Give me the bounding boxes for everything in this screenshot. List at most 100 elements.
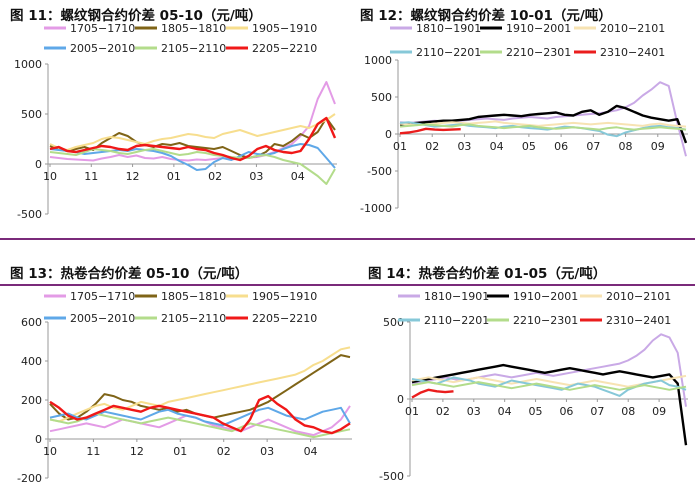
x-tick-label: 03 — [260, 445, 274, 458]
series-line-5 — [399, 127, 461, 135]
chart-rebar-10-01: -1000 -500 0 500 1000 01 02 03 04 05 06 07 08 09 1810−… — [360, 22, 688, 215]
series-line-0 — [49, 81, 336, 162]
legend-label-0: 1810−1901 — [416, 22, 481, 35]
series-line-1 — [411, 363, 688, 446]
x-tick-label: 07 — [590, 405, 604, 418]
x-tick-label: 08 — [619, 140, 633, 153]
x-tick-label: 02 — [436, 405, 450, 418]
x-tick-label: 01 — [173, 445, 187, 458]
x-tick-label: 05 — [522, 140, 536, 153]
y-tick-label: 200 — [21, 394, 42, 407]
legend-label-3: 2110−2201 — [424, 314, 489, 327]
legend-label-1: 1910−2001 — [513, 290, 578, 303]
y-tick-label: -200 — [17, 472, 42, 485]
series-line-3 — [49, 143, 336, 171]
legend-label-4: 2105−2110 — [161, 42, 226, 55]
x-tick-label: 10 — [43, 445, 57, 458]
legend-label-3: 2110−2201 — [416, 46, 481, 59]
x-tick-label: 11 — [86, 445, 100, 458]
x-tick-label: 04 — [490, 140, 504, 153]
x-tick-label: 11 — [84, 170, 98, 183]
series-line-3 — [49, 406, 351, 427]
y-tick-label: 0 — [35, 433, 42, 446]
series-line-1 — [49, 354, 351, 421]
x-tick-label: 03 — [457, 140, 471, 153]
legend-label-2: 1905−1910 — [252, 290, 317, 303]
x-tick-label: 04 — [304, 445, 318, 458]
x-tick-label: 01 — [405, 405, 419, 418]
series-line-4 — [49, 412, 351, 439]
x-tick-label: 07 — [586, 140, 600, 153]
legend-label-2: 2010−2101 — [600, 22, 665, 35]
chart-title-14: 图 14：热卷合约价差 01-05（元/吨） — [368, 266, 607, 282]
series-line-0 — [399, 81, 687, 157]
x-tick-label: 12 — [130, 445, 144, 458]
y-tick-label: 500 — [21, 108, 42, 121]
x-tick-label: 02 — [208, 170, 222, 183]
chart-title-13: 图 13：热卷合约价差 05-10（元/吨） — [10, 266, 249, 282]
legend-label-0: 1705−1710 — [70, 22, 135, 35]
chart-title-11: 图 11：螺纹钢合约价差 05-10（元/吨） — [10, 8, 262, 24]
x-tick-label: 01 — [393, 140, 407, 153]
x-tick-label: 09 — [652, 405, 666, 418]
legend-label-5: 2310−2401 — [606, 314, 671, 327]
x-tick-label: 10 — [43, 170, 57, 183]
legend-label-1: 1805−1810 — [161, 290, 226, 303]
legend-label-5: 2205−2210 — [252, 42, 317, 55]
y-tick-label: 600 — [21, 316, 42, 329]
x-tick-label: 04 — [498, 405, 512, 418]
y-tick-label: 400 — [21, 355, 42, 368]
section-divider-middle — [0, 284, 695, 286]
series-line-2 — [49, 113, 336, 151]
series-line-2 — [399, 120, 687, 128]
x-tick-label: 03 — [467, 405, 481, 418]
y-tick-label: 1000 — [364, 54, 392, 67]
x-tick-label: 04 — [291, 170, 305, 183]
x-tick-label: 12 — [126, 170, 140, 183]
legend-label-0: 1705−1710 — [70, 290, 135, 303]
chart-title-12: 图 12：螺纹钢合约价差 10-01（元/吨） — [360, 8, 612, 24]
section-divider-top — [0, 238, 695, 240]
series-line-5 — [49, 394, 351, 435]
y-tick-label: 500 — [383, 316, 404, 329]
x-tick-label: 01 — [167, 170, 181, 183]
chart-hrc-05-10: -200 0 200 400 600 10 11 12 01 02 03 04 1705−1710 180… — [17, 290, 352, 485]
y-tick-label: -500 — [17, 208, 42, 221]
series-line-2 — [49, 346, 351, 423]
legend-label-1: 1910−2001 — [506, 22, 571, 35]
series-line-0 — [411, 333, 687, 407]
x-tick-label: 09 — [651, 140, 665, 153]
y-tick-label: 0 — [397, 393, 404, 406]
legend-label-2: 2010−2101 — [606, 290, 671, 303]
y-tick-label: 0 — [35, 158, 42, 171]
legend-label-3: 2005−2010 — [70, 312, 135, 325]
chart-hrc-01-05: -500 0 500 01 02 03 04 05 06 07 08 09 1810−1901 1910−… — [379, 290, 688, 483]
legend-label-1: 1805−1810 — [161, 22, 226, 35]
legend-label-2: 1905−1910 — [252, 22, 317, 35]
x-tick-label: 02 — [425, 140, 439, 153]
y-tick-label: -500 — [367, 165, 392, 178]
series-line-5 — [411, 388, 454, 399]
series-line-5 — [49, 116, 337, 162]
legend-label-4: 2105−2110 — [161, 312, 226, 325]
legend-label-3: 2005−2010 — [70, 42, 135, 55]
x-tick-label: 06 — [559, 405, 573, 418]
y-tick-label: -500 — [379, 470, 404, 483]
x-tick-label: 05 — [529, 405, 543, 418]
x-tick-label: 08 — [621, 405, 635, 418]
legend-label-5: 2205−2210 — [252, 312, 317, 325]
legend-label-4: 2210−2301 — [506, 46, 571, 59]
chart-rebar-05-10: -500 0 500 1000 10 11 12 01 02 03 04 1705−1710 1805−… — [14, 22, 337, 221]
legend-label-0: 1810−1901 — [424, 290, 489, 303]
series-line-4 — [399, 123, 687, 131]
legend-label-4: 2210−2301 — [513, 314, 578, 327]
series-line-1 — [399, 104, 688, 144]
x-tick-label: 02 — [217, 445, 231, 458]
x-tick-label: 03 — [249, 170, 263, 183]
y-tick-label: -1000 — [360, 202, 392, 215]
y-tick-label: 500 — [371, 91, 392, 104]
series-line-4 — [49, 148, 336, 185]
y-tick-label: 0 — [385, 128, 392, 141]
series-line-4 — [411, 381, 687, 391]
